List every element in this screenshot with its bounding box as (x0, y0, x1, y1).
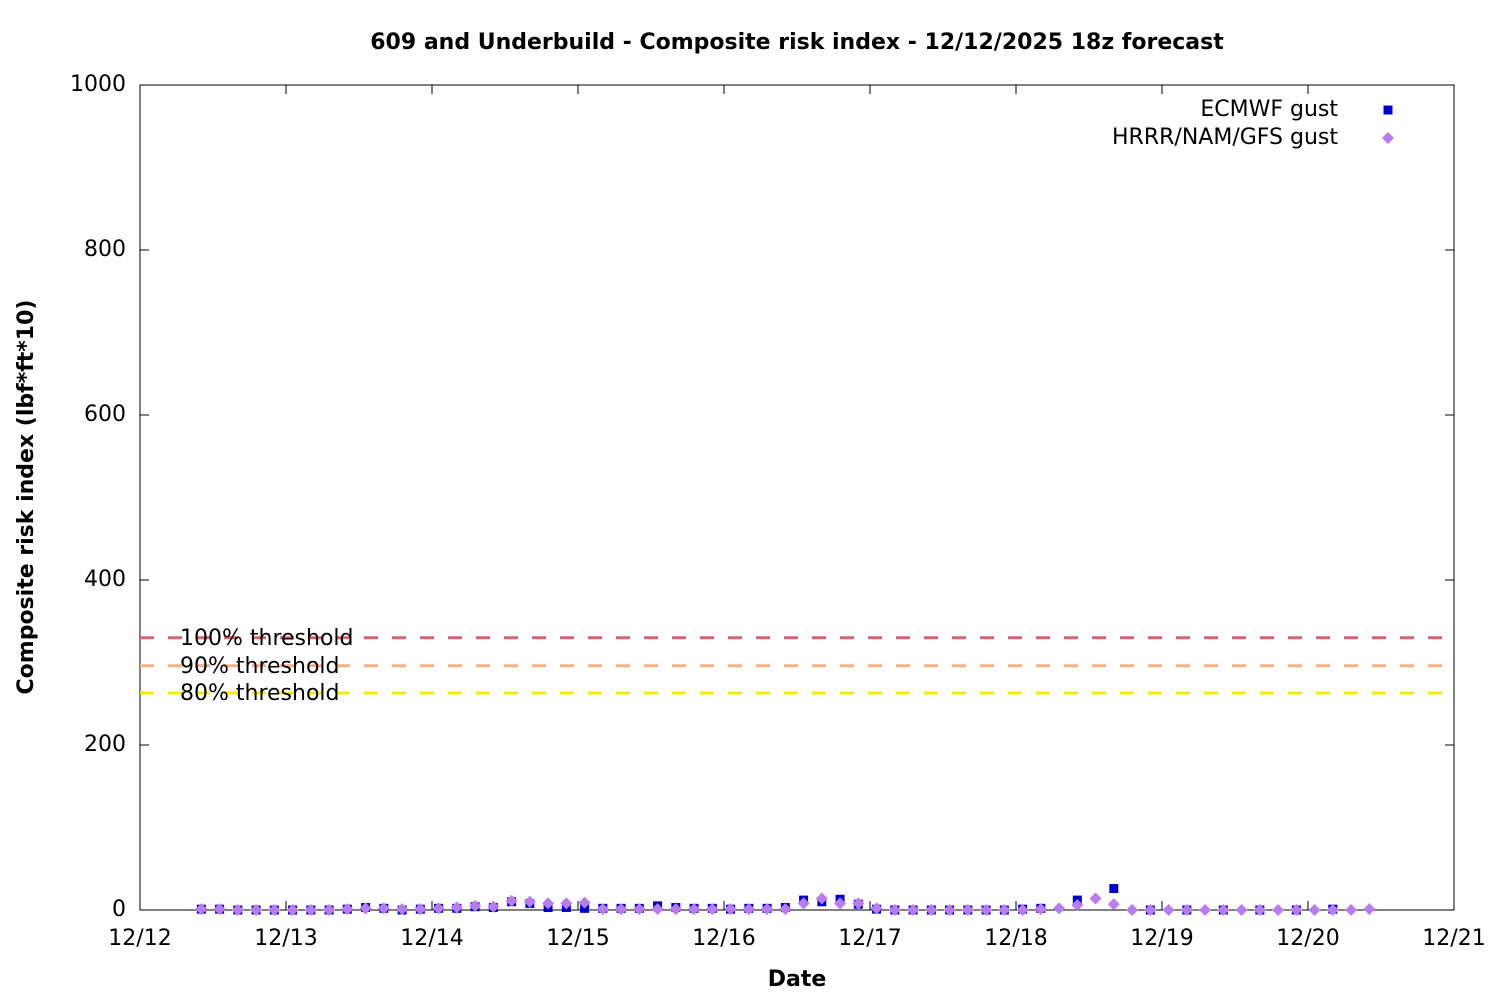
data-point (1107, 898, 1120, 911)
threshold-label: 90% threshold (180, 654, 340, 679)
x-tick-label: 12/15 (546, 926, 609, 951)
x-tick-label: 12/13 (254, 926, 317, 951)
data-point (469, 899, 482, 912)
data-point (1144, 904, 1157, 916)
data-point (669, 903, 682, 916)
data-point (1217, 904, 1230, 916)
data-point (870, 902, 883, 915)
x-tick-label: 12/21 (1422, 926, 1485, 951)
data-point (231, 904, 244, 916)
x-tick-label: 12/18 (984, 926, 1047, 951)
data-point (268, 904, 281, 916)
data-point (596, 903, 609, 916)
data-point (1345, 904, 1358, 916)
data-point (961, 904, 974, 916)
data-point (1308, 904, 1321, 916)
data-point (1034, 903, 1047, 916)
chart-title: 609 and Underbuild - Composite risk inde… (370, 30, 1224, 55)
y-tick-label: 600 (84, 402, 126, 427)
data-point (250, 904, 263, 916)
legend-label: HRRR/NAM/GFS gust (1112, 125, 1338, 150)
data-point (797, 897, 810, 910)
y-tick-label: 800 (84, 237, 126, 262)
data-point (615, 903, 628, 916)
data-point (834, 897, 847, 910)
data-point (888, 904, 901, 916)
data-point (706, 903, 719, 916)
data-point (304, 904, 317, 916)
y-axis-label: Composite risk index (lbf*ft*10) (14, 300, 39, 695)
data-point (1089, 892, 1102, 905)
data-point (1053, 902, 1066, 915)
data-point (1162, 904, 1175, 916)
data-point (852, 897, 865, 910)
data-point (1326, 904, 1339, 916)
data-point (633, 903, 646, 916)
data-point (195, 903, 208, 916)
y-tick-label: 0 (112, 897, 126, 922)
data-point (359, 902, 372, 915)
data-point (396, 903, 409, 916)
data-point (1272, 904, 1285, 916)
data-point (779, 903, 792, 916)
data-point (560, 897, 573, 910)
data-point (761, 903, 774, 916)
data-point (907, 904, 920, 916)
data-point (432, 902, 445, 915)
data-point (742, 903, 755, 916)
threshold-label: 80% threshold (180, 681, 340, 706)
data-point (341, 903, 354, 916)
data-point (815, 892, 828, 905)
data-point (286, 904, 299, 916)
plot-frame (139, 84, 1455, 911)
data-point (213, 903, 226, 916)
y-tick-label: 200 (84, 732, 126, 757)
data-point (1180, 904, 1193, 916)
data-point (1126, 904, 1139, 916)
data-point (724, 903, 737, 916)
data-point (578, 896, 591, 909)
data-point (1109, 884, 1119, 894)
data-point (1363, 903, 1376, 916)
data-point (688, 903, 701, 916)
data-point (1016, 904, 1029, 916)
data-point (1199, 904, 1212, 916)
data-point (323, 904, 336, 916)
legend-label: ECMWF gust (1200, 97, 1338, 122)
x-tick-label: 12/19 (1130, 926, 1193, 951)
data-point (450, 901, 463, 914)
data-point (1253, 904, 1266, 916)
data-point (943, 904, 956, 916)
data-point (1235, 904, 1248, 916)
y-tick-label: 1000 (70, 72, 126, 97)
data-point (651, 903, 664, 916)
data-point (925, 904, 938, 916)
x-tick-label: 12/17 (838, 926, 901, 951)
threshold-label: 100% threshold (180, 626, 354, 651)
x-tick-label: 12/12 (108, 926, 171, 951)
data-point (523, 895, 536, 908)
data-point (542, 897, 555, 910)
data-point (487, 900, 500, 913)
legend-marker (1382, 132, 1394, 144)
data-point (377, 902, 390, 915)
data-point (1071, 899, 1084, 912)
data-point (1290, 904, 1303, 916)
legend-marker (1383, 105, 1393, 115)
x-axis-label: Date (768, 967, 827, 992)
x-tick-label: 12/16 (692, 926, 755, 951)
data-point (998, 904, 1011, 916)
x-tick-label: 12/14 (400, 926, 463, 951)
x-tick-label: 12/20 (1276, 926, 1339, 951)
data-point (414, 903, 427, 916)
y-tick-label: 400 (84, 567, 126, 592)
data-point (505, 894, 518, 907)
data-point (980, 904, 993, 916)
